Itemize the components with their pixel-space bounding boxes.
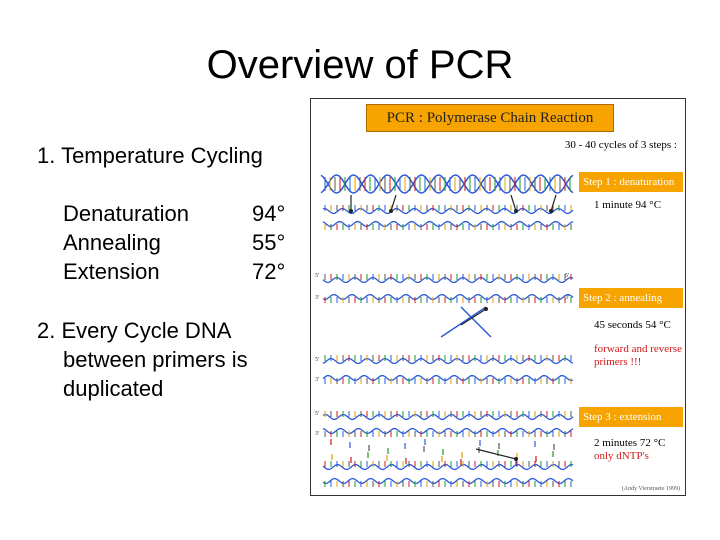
- arrow-head: [484, 307, 488, 311]
- step-name: Extension: [63, 259, 160, 284]
- point-dna-duplication: 2. Every Cycle DNA between primers is du…: [37, 316, 248, 403]
- arrow: [475, 448, 517, 460]
- primer: [440, 306, 487, 338]
- step-temp: 94°: [252, 201, 286, 226]
- point2-line: duplicated: [63, 376, 164, 401]
- arrow: [550, 194, 557, 212]
- arrow-head: [514, 457, 518, 461]
- arrows: [349, 194, 557, 461]
- arrow: [510, 194, 517, 212]
- arrow-head: [549, 209, 553, 213]
- figure-title: PCR : Polymerase Chain Reaction: [366, 104, 614, 132]
- dna-strand: [322, 220, 574, 228]
- arrow-head: [514, 209, 518, 213]
- figure-credit: (Andy Vierstraete 1999): [621, 486, 680, 492]
- double-helix: [320, 174, 574, 194]
- step-temp: 72°: [252, 259, 286, 284]
- end-label: 3': [315, 295, 319, 301]
- arrow-head: [389, 209, 393, 213]
- strand-end-labels: 5' 3' 5' 3' 5' 3' 5' 3': [315, 273, 569, 437]
- dna-strand: [322, 477, 574, 485]
- end-label: 3': [315, 377, 319, 383]
- pcr-figure: 5' 3' 5' 3' 5' 3' 5' 3' PCR : Polymerase Chain …: [310, 98, 686, 496]
- primer: [460, 306, 492, 338]
- dna-strand: [322, 293, 574, 301]
- arrow: [390, 194, 397, 212]
- dna-strand: [322, 276, 574, 284]
- helix-strand: [320, 174, 574, 194]
- step2-primers-note: forward and reverse primers !!!: [594, 343, 682, 369]
- step-row-extension: Extension 72°: [63, 257, 285, 286]
- end-label: 5': [315, 357, 319, 363]
- end-label: 5': [565, 273, 569, 279]
- end-label: 3': [315, 431, 319, 437]
- dna-strand: [322, 427, 574, 435]
- point2-line: 2. Every Cycle DNA: [37, 318, 232, 343]
- slide-title: Overview of PCR: [206, 43, 514, 87]
- step1-note: 1 minute 94 °C: [594, 199, 662, 211]
- step3-label: Step 3 : extension: [579, 407, 683, 427]
- step-temp: 55°: [252, 230, 286, 255]
- step-name: Annealing: [63, 230, 161, 255]
- step3-note-line: only dNTP's: [594, 450, 649, 462]
- dna-strand: [322, 357, 574, 365]
- dna-strand: [322, 413, 574, 421]
- step2-primers-line: forward and reverse: [594, 343, 682, 355]
- step2-primers-line: primers !!!: [594, 356, 642, 368]
- arrow: [460, 308, 487, 326]
- step-name: Denaturation: [63, 201, 189, 226]
- dna-strand: [322, 374, 574, 382]
- dna-illustration: 5' 3' 5' 3' 5' 3' 5' 3': [315, 174, 574, 487]
- step-temperature-list: Denaturation 94° Annealing 55° Extension…: [63, 199, 285, 286]
- arrow-head: [349, 209, 353, 213]
- step3-note: 2 minutes 72 °C only dNTP's: [594, 437, 665, 463]
- end-label: 5': [315, 273, 319, 279]
- single-strands: [322, 207, 574, 485]
- dna-strand: [322, 207, 574, 215]
- step3-note-line: 2 minutes 72 °C: [594, 437, 666, 449]
- end-label: 3': [565, 295, 569, 301]
- cycles-note: 30 - 40 cycles of 3 steps :: [564, 139, 677, 151]
- point2-line: between primers is: [63, 347, 248, 372]
- step-row-annealing: Annealing 55°: [63, 228, 285, 257]
- dna-strand: [322, 463, 574, 471]
- step-row-denaturation: Denaturation 94°: [63, 199, 285, 228]
- step2-label: Step 2 : annealing: [579, 288, 683, 308]
- base-ticks: [324, 177, 572, 487]
- step1-label: Step 1 : denaturation: [579, 172, 683, 192]
- step2-note: 45 seconds 54 °C: [594, 319, 671, 331]
- point-temperature-cycling: 1. Temperature Cycling: [37, 143, 263, 168]
- end-label: 5': [315, 411, 319, 417]
